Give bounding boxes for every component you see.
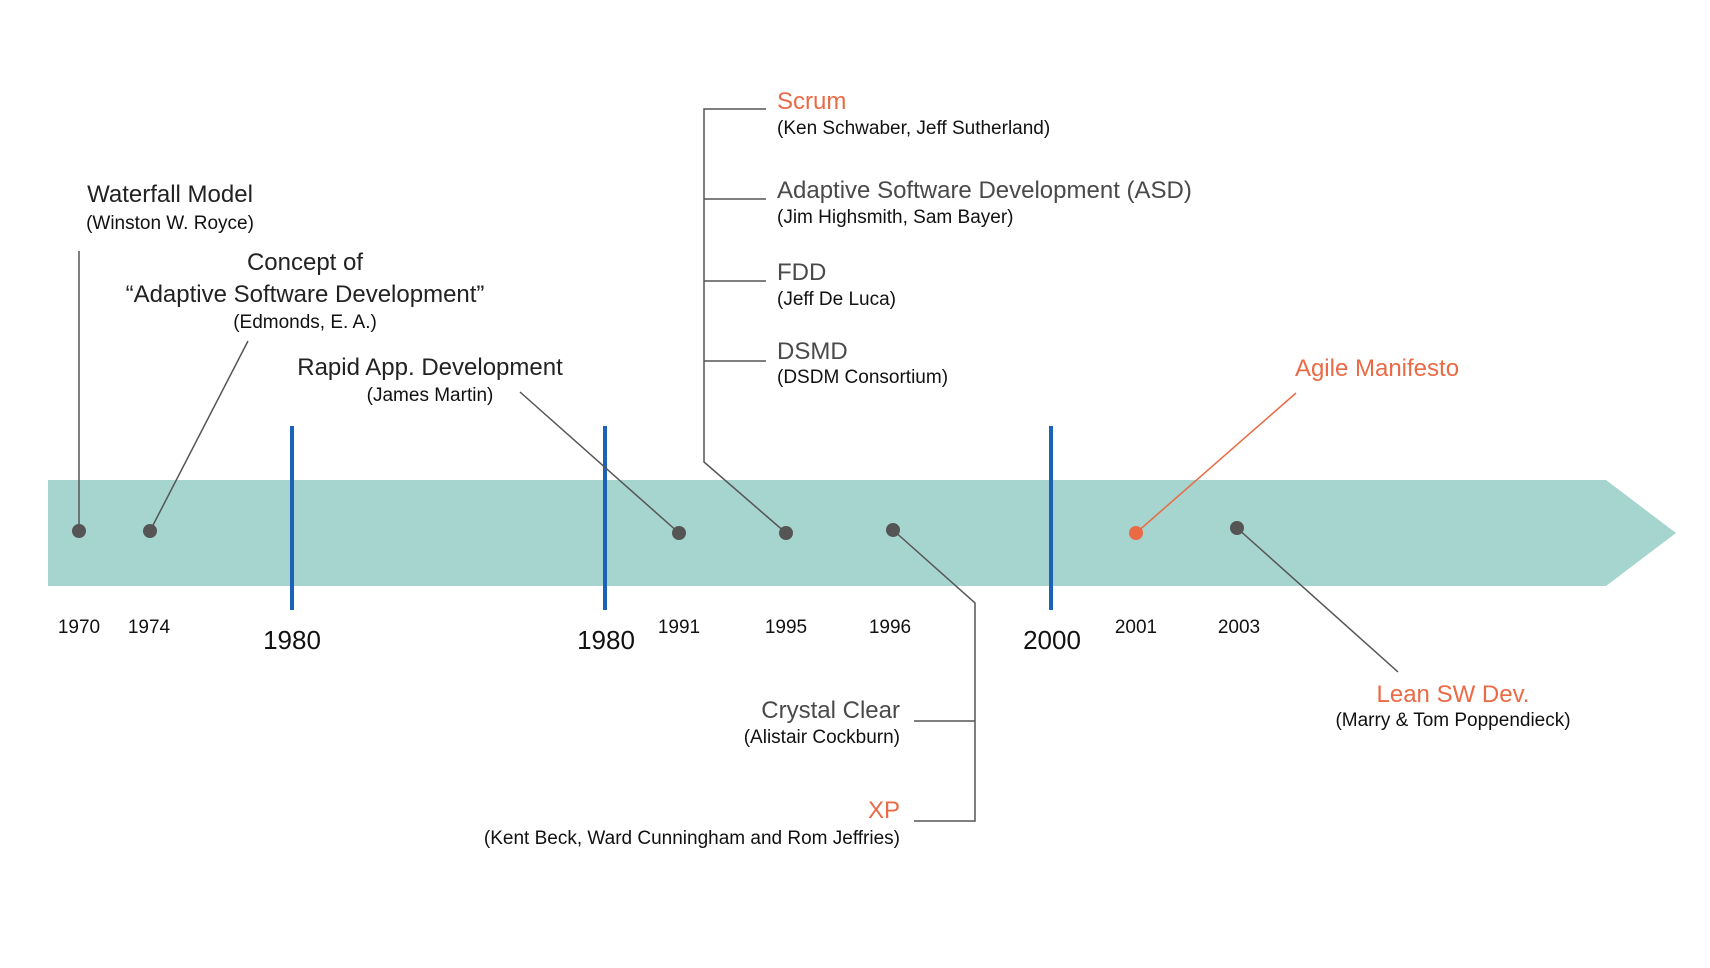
event-dot-1970 [72, 524, 86, 538]
timeline-arrow-band [48, 480, 1676, 586]
year-label-2003: 2003 [1217, 617, 1261, 638]
connector-concept [149, 340, 249, 532]
event-dot-1991 [672, 526, 686, 540]
event-dot-2003 [1230, 521, 1244, 535]
event-dot-1974 [143, 524, 157, 538]
dsmd-author: (DSDM Consortium) [777, 367, 949, 388]
scrum-author: (Ken Schwaber, Jeff Sutherland) [777, 118, 1051, 139]
concept-title-line1: Concept of [246, 249, 364, 276]
year-label-1970: 1970 [57, 617, 101, 638]
fdd-title: FDD [777, 259, 827, 286]
dsmd-title: DSMD [777, 338, 848, 365]
year-label-1974: 1974 [127, 617, 171, 638]
connector-rad [519, 391, 680, 534]
event-dot-1995 [779, 526, 793, 540]
connector-lean [1236, 527, 1399, 673]
year-label-1995: 1995 [764, 617, 808, 638]
connector-1996-group [892, 529, 976, 822]
year-label-2001: 2001 [1114, 617, 1158, 638]
asd-author: (Jim Highsmith, Sam Bayer) [777, 207, 1014, 228]
asd-title: Adaptive Software Development (ASD) [777, 177, 1192, 204]
year-label-1991: 1991 [657, 617, 701, 638]
agile-manifesto-title: Agile Manifesto [1294, 355, 1460, 382]
concept-title-line2: “Adaptive Software Development” [125, 281, 485, 308]
concept-author: (Edmonds, E. A.) [233, 312, 377, 333]
xp-author: (Kent Beck, Ward Cunningham and Rom Jeff… [483, 828, 900, 849]
decade-label-1980a: 1980 [263, 625, 321, 655]
connector-agile [1135, 392, 1297, 534]
crystal-author: (Alistair Cockburn) [743, 727, 900, 748]
decade-label-2000: 2000 [1023, 625, 1081, 655]
crystal-title: Crystal Clear [761, 697, 900, 724]
event-dot-1996 [886, 523, 900, 537]
connector-1995-group [703, 108, 787, 534]
fdd-author: (Jeff De Luca) [777, 289, 896, 310]
lean-author: (Marry & Tom Poppendieck) [1335, 710, 1571, 731]
lean-title: Lean SW Dev. [1376, 681, 1530, 708]
rad-title: Rapid App. Development [297, 354, 563, 381]
event-dot-2001 [1129, 526, 1143, 540]
rad-author: (James Martin) [366, 385, 494, 406]
year-label-1996: 1996 [868, 617, 912, 638]
scrum-title: Scrum [777, 88, 847, 115]
waterfall-title: Waterfall Model [87, 181, 253, 208]
xp-title: XP [867, 797, 900, 824]
decade-label-1980b: 1980 [577, 625, 635, 655]
waterfall-author: (Winston W. Royce) [86, 213, 254, 234]
